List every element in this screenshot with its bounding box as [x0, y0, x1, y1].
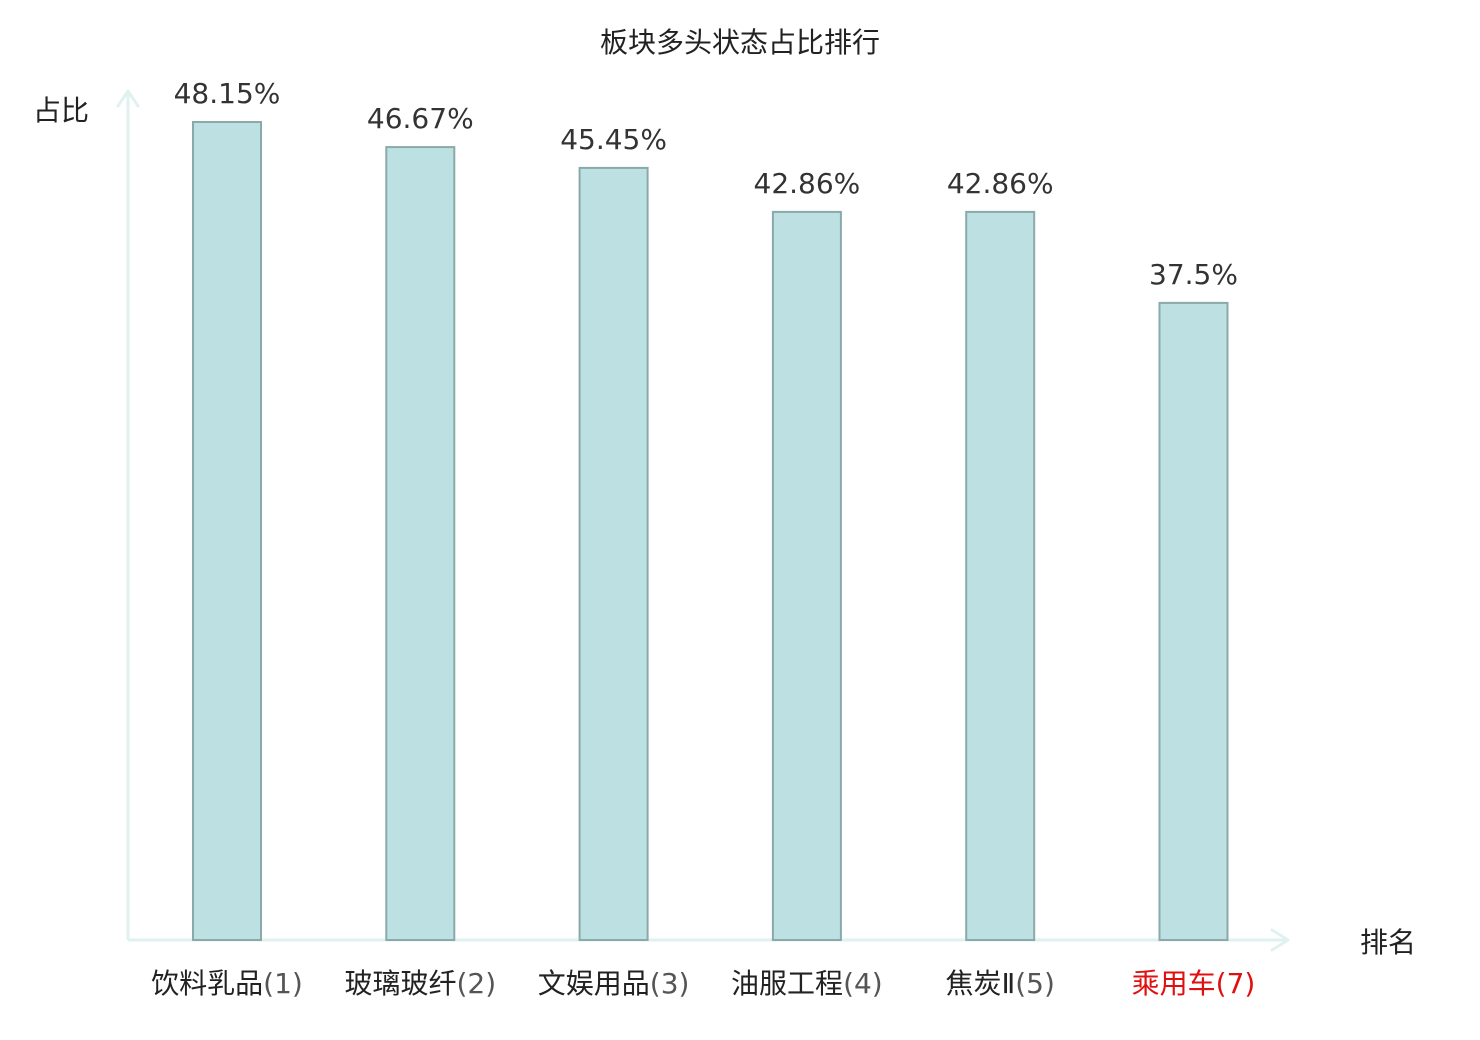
y-axis	[116, 89, 140, 940]
x-axis-arrowhead	[1270, 928, 1290, 952]
category-name: 油服工程	[731, 967, 843, 1000]
category-name: 焦炭Ⅱ	[945, 967, 1015, 1000]
category-name: 文娱用品	[538, 967, 650, 1000]
bar	[578, 166, 649, 941]
category-label: 玻璃玻纤(2)	[344, 967, 496, 1000]
category-label: 乘用车(7)	[1132, 967, 1256, 1000]
category-label: 饮料乳品(1)	[151, 967, 303, 1000]
category-name: 饮料乳品	[151, 967, 263, 1000]
x-axis-label: 排名	[1360, 926, 1416, 959]
category-label: 油服工程(4)	[731, 967, 883, 1000]
value-labels-group: 48.15% 46.67% 45.45% 42.86% 42.86% 37.5%	[174, 77, 1238, 291]
category-label: 文娱用品(3)	[538, 967, 690, 1000]
bar-value-label: 48.15%	[174, 77, 281, 110]
y-axis-arrowhead	[116, 89, 140, 108]
category-rank: (5)	[1015, 967, 1055, 1000]
category-name: 玻璃玻纤	[344, 967, 456, 1000]
bars-group	[192, 121, 1229, 942]
category-rank: (1)	[263, 967, 303, 1000]
category-name: 乘用车	[1132, 967, 1216, 1000]
bar	[771, 210, 842, 941]
category-rank: (3)	[650, 967, 690, 1000]
bar	[192, 121, 262, 941]
x-axis	[128, 928, 1290, 952]
bar-value-label: 46.67%	[367, 102, 474, 135]
category-label: 焦炭Ⅱ(5)	[945, 967, 1054, 1000]
bar	[385, 146, 456, 942]
category-rank: (2)	[456, 967, 496, 1000]
category-labels-group: 饮料乳品(1) 玻璃玻纤(2) 文娱用品(3) 油服工程(4) 焦炭Ⅱ(5) 乘用车(7)	[151, 967, 1255, 1000]
bar-value-label: 37.5%	[1149, 258, 1238, 291]
chart-title: 板块多头状态占比排行	[600, 26, 880, 59]
bar-value-label: 45.45%	[560, 123, 667, 156]
y-axis-label: 占比	[33, 94, 89, 127]
bar-value-label: 42.86%	[754, 167, 861, 200]
bar-value-label: 42.86%	[947, 167, 1054, 200]
bar	[1158, 301, 1229, 941]
bar	[965, 210, 1036, 941]
category-rank: (4)	[843, 967, 883, 1000]
category-rank: (7)	[1216, 967, 1256, 1000]
